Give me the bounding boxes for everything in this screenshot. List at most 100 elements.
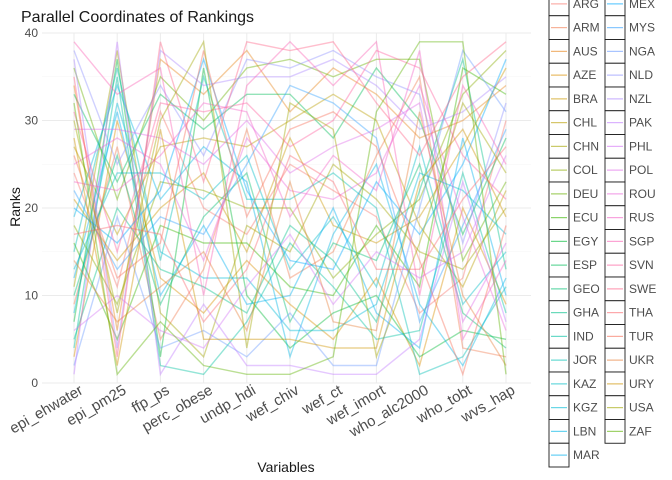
legend-item-rou: ROU [604, 181, 656, 207]
legend-item-phl: PHL [604, 134, 653, 159]
legend-item-ind: IND [548, 324, 594, 349]
legend-label: NGA [629, 44, 655, 58]
y-tick-label: 40 [25, 26, 39, 40]
grid [42, 32, 531, 384]
legend-label: THA [629, 306, 653, 320]
legend-item-tur: TUR [604, 324, 654, 349]
series-line-kaz [73, 144, 507, 306]
legend-label: LBN [573, 424, 596, 438]
series-line-mar [73, 111, 507, 350]
legend-label: POL [629, 163, 653, 177]
legend-item-lbn: LBN [548, 419, 596, 444]
series-line-chn [73, 50, 507, 359]
legend-label: EGY [573, 234, 598, 248]
legend-label: ZAF [629, 424, 652, 438]
series-line-usa [73, 39, 507, 360]
series-line-lbn [73, 83, 507, 367]
y-tick-label: 30 [25, 114, 39, 128]
y-axis: 0 10 20 30 40 [25, 26, 39, 390]
series-line-nzl [73, 49, 507, 349]
y-tick-label: 0 [31, 376, 38, 390]
legend-label: ECU [573, 211, 598, 225]
legend-label: COL [573, 163, 598, 177]
series-line-col [73, 50, 507, 307]
series-line-egy [73, 59, 507, 358]
legend-key [604, 0, 626, 17]
legend-item-mys: MYS [604, 15, 655, 40]
legend-item-geo: GEO [548, 276, 600, 302]
series-line-gha [73, 56, 507, 340]
legend-label: USA [629, 401, 654, 415]
legend-item-usa: USA [604, 395, 654, 420]
legend-label: PHL [629, 139, 653, 153]
series-line-bra [73, 67, 507, 262]
legend-item-chl: CHL [548, 110, 597, 135]
y-axis-title: Ranks [7, 187, 23, 227]
legend-label: URY [629, 377, 654, 391]
legend-item-bra: BRA [548, 86, 598, 112]
y-tick-label: 10 [25, 289, 39, 303]
legend-label: KAZ [573, 377, 596, 391]
series-line-ind [73, 76, 507, 376]
legend-item-chn: CHN [548, 134, 599, 159]
legend-label: CHN [573, 139, 599, 153]
legend-item-zaf: ZAF [604, 419, 652, 444]
legend: ARG ARM AUS AZE BRA CHL CHN COL DEU ECU EGY ESP GEO G… [548, 0, 656, 468]
legend-item-tha: THA [604, 300, 653, 325]
legend-item-swe: SWE [604, 276, 656, 302]
legend-item-esp: ESP [548, 252, 597, 278]
legend-item-mar: MAR [548, 442, 600, 468]
legend-item-deu: DEU [548, 181, 598, 207]
legend-item-col: COL [548, 157, 598, 183]
legend-item-nga: NGA [604, 39, 655, 64]
series-line-esp [73, 66, 507, 237]
y-tick-label: 20 [25, 201, 39, 215]
legend-item-arg: ARG [548, 0, 599, 17]
legend-item-egy: EGY [548, 229, 598, 254]
legend-key [548, 0, 570, 17]
legend-item-pak: PAK [604, 110, 652, 135]
legend-item-ury: URY [604, 371, 654, 397]
legend-item-arm: ARM [548, 15, 600, 40]
series-line-pak [73, 41, 507, 377]
legend-item-aus: AUS [548, 39, 598, 64]
series-line-aus [73, 49, 507, 331]
series-line-tur [73, 50, 507, 377]
legend-label: MYS [629, 21, 655, 35]
legend-item-kaz: KAZ [548, 371, 596, 397]
series-line-kgz [73, 102, 507, 332]
series-line-swe [73, 40, 507, 357]
series-line-zaf [73, 41, 507, 376]
series-line-ecu [73, 66, 507, 342]
legend-label: GHA [573, 306, 599, 320]
series-line-mex [73, 57, 507, 271]
series-line-ukr [73, 111, 507, 366]
legend-item-svn: SVN [604, 252, 654, 278]
legend-label: MAR [573, 448, 600, 462]
legend-item-nld: NLD [604, 62, 653, 88]
series-line-arm [73, 74, 507, 358]
series-line-tha [73, 146, 507, 324]
legend-label: ARM [573, 21, 600, 35]
legend-label: UKR [629, 353, 655, 367]
legend-label: KGZ [573, 401, 598, 415]
legend-label: SWE [629, 282, 656, 296]
series-line-rou [73, 83, 507, 331]
series-line-geo [73, 153, 507, 349]
legend-label: CHL [573, 116, 597, 130]
legend-item-pol: POL [604, 157, 653, 183]
series-line-arg [73, 109, 507, 315]
legend-label: JOR [573, 353, 597, 367]
series-line-jor [73, 67, 507, 376]
series-line-deu [73, 58, 507, 263]
legend-label: NLD [629, 68, 653, 82]
legend-label: AUS [573, 44, 598, 58]
series-line-phl [73, 155, 507, 349]
legend-item-mex: MEX [604, 0, 655, 17]
chart-title: Parallel Coordinates of Rankings [21, 9, 254, 26]
legend-label: PAK [629, 116, 652, 130]
legend-label: DEU [573, 187, 598, 201]
x-axis-title: Variables [257, 459, 314, 475]
